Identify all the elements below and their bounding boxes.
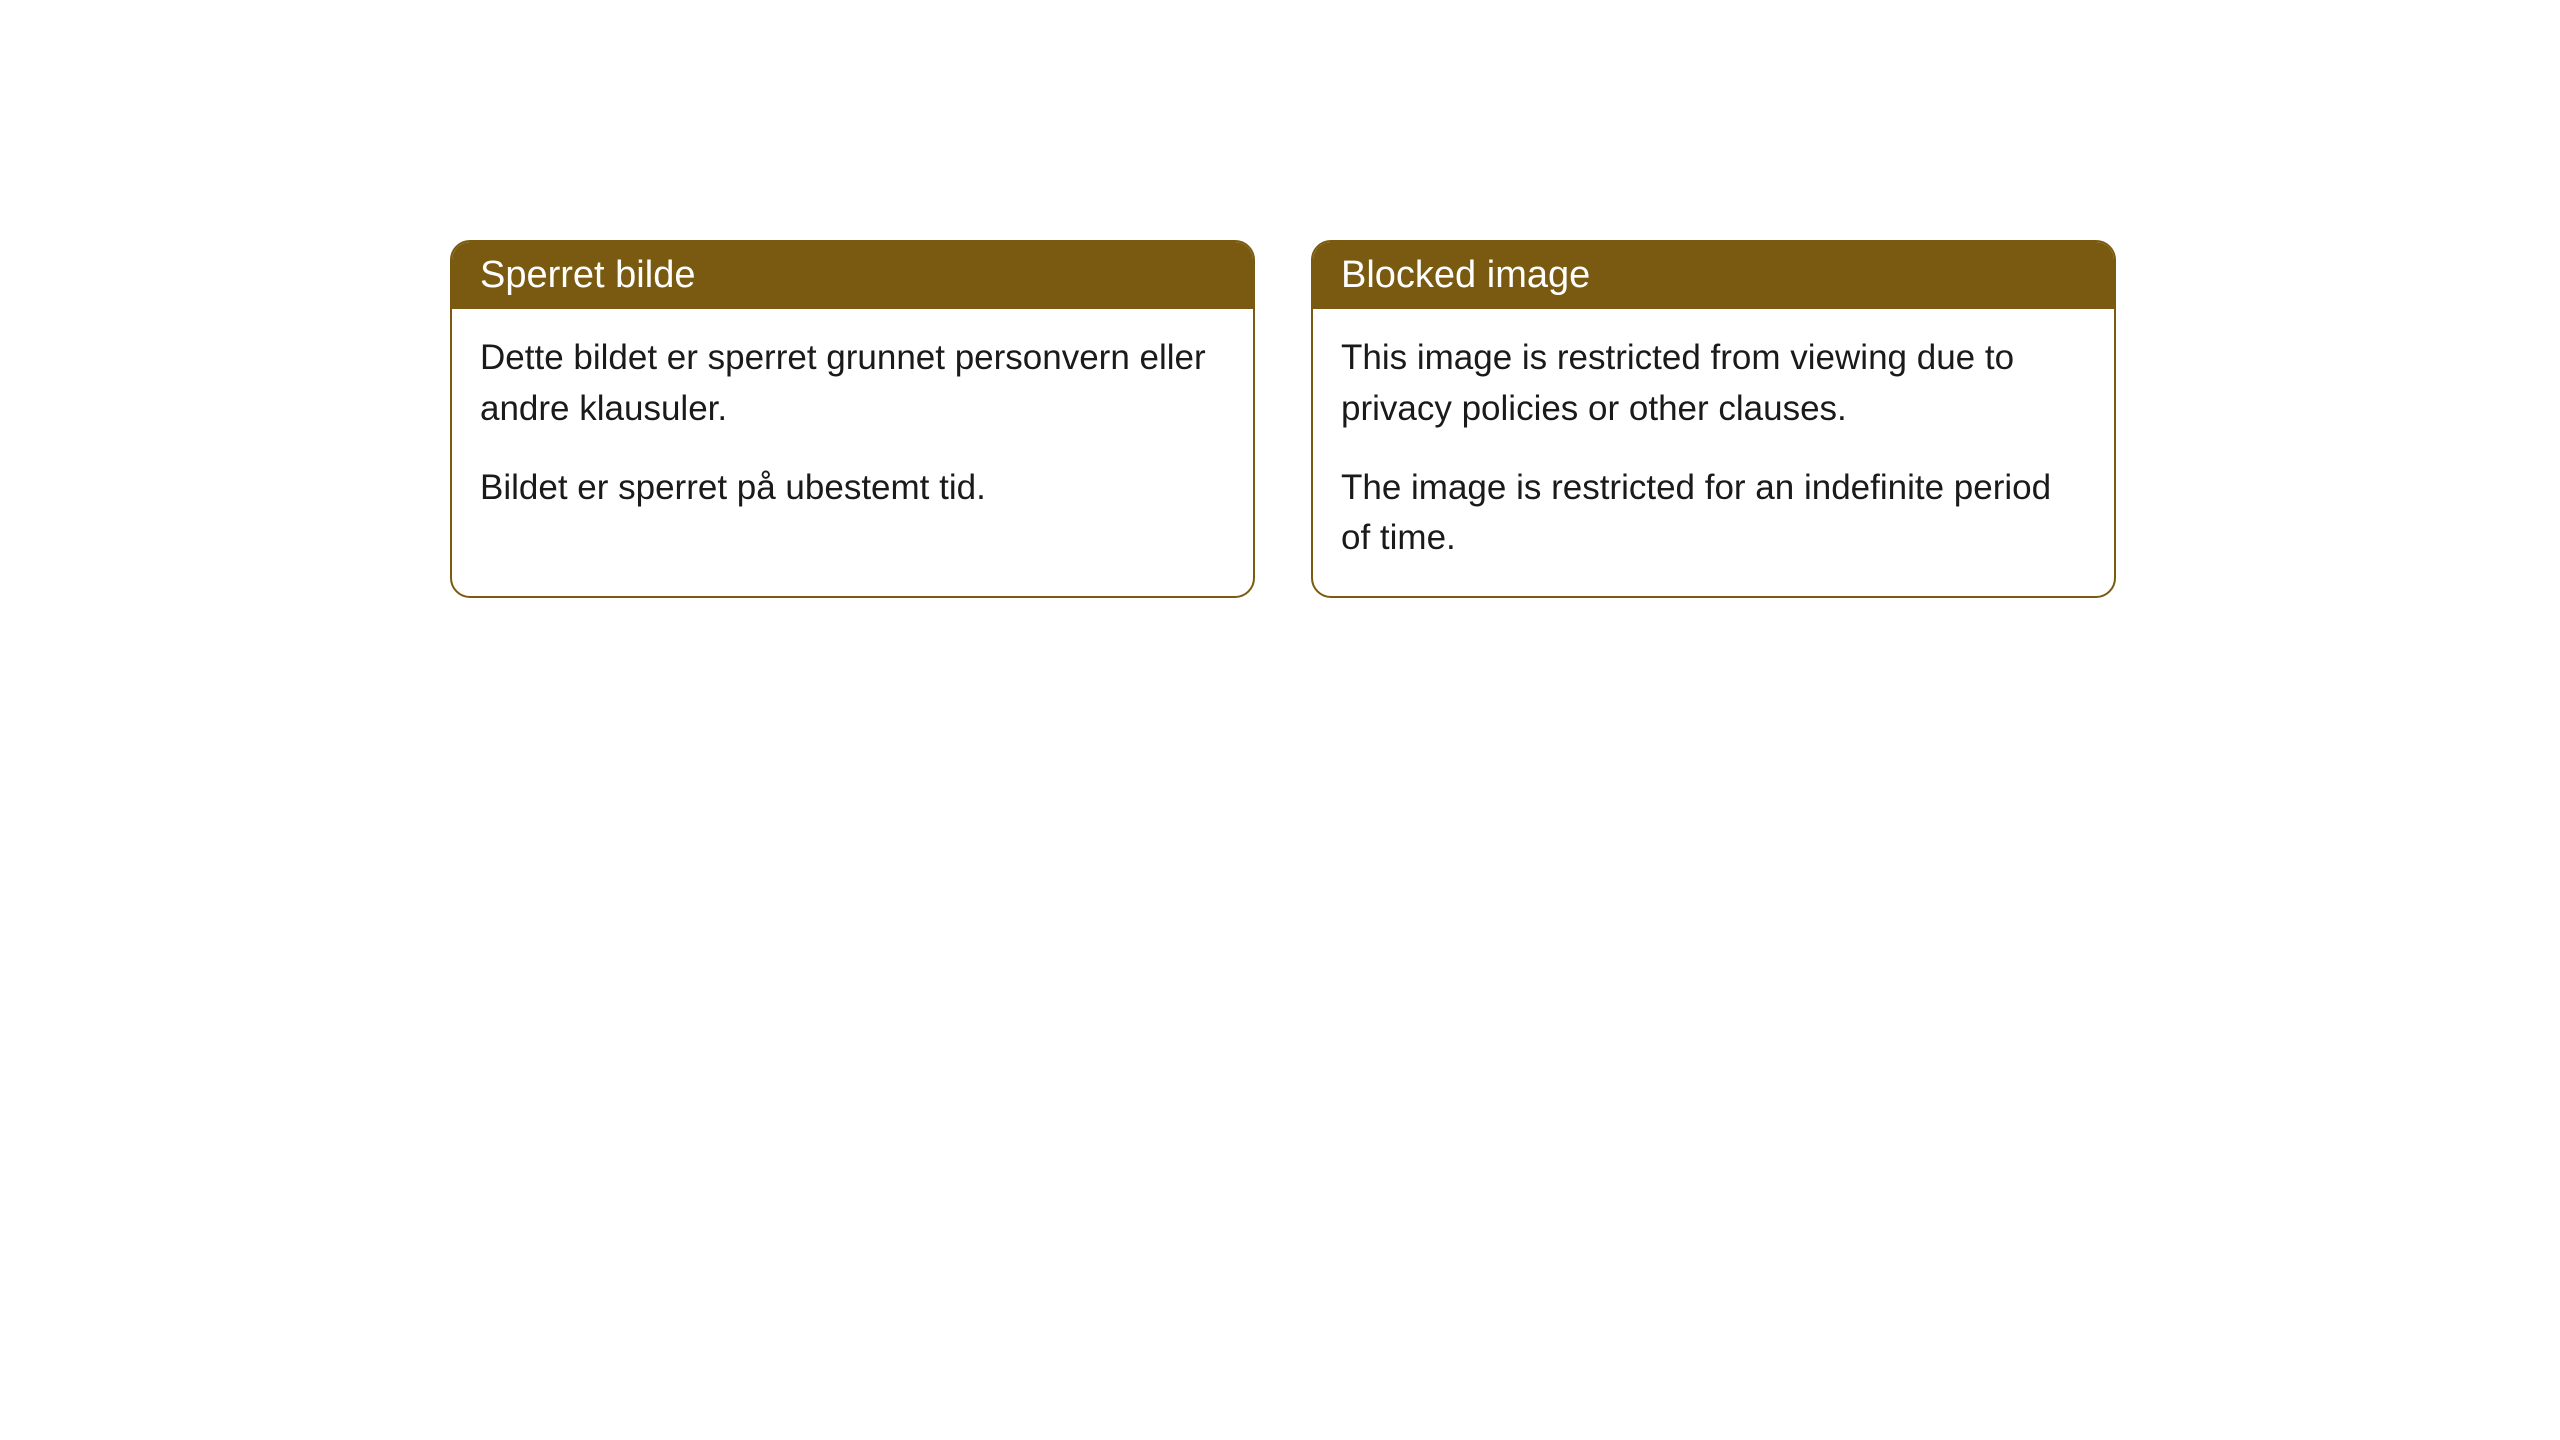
notice-container: Sperret bilde Dette bildet er sperret gr…: [0, 0, 2560, 598]
card-header: Sperret bilde: [452, 242, 1253, 309]
card-paragraph: The image is restricted for an indefinit…: [1341, 463, 2086, 565]
card-title: Blocked image: [1341, 254, 1590, 296]
card-title: Sperret bilde: [480, 254, 695, 296]
notice-card-english: Blocked image This image is restricted f…: [1311, 240, 2116, 598]
card-body: This image is restricted from viewing du…: [1313, 309, 2114, 596]
card-paragraph: This image is restricted from viewing du…: [1341, 333, 2086, 435]
card-header: Blocked image: [1313, 242, 2114, 309]
card-body: Dette bildet er sperret grunnet personve…: [452, 309, 1253, 545]
card-paragraph: Dette bildet er sperret grunnet personve…: [480, 333, 1225, 435]
notice-card-norwegian: Sperret bilde Dette bildet er sperret gr…: [450, 240, 1255, 598]
card-paragraph: Bildet er sperret på ubestemt tid.: [480, 463, 1225, 514]
